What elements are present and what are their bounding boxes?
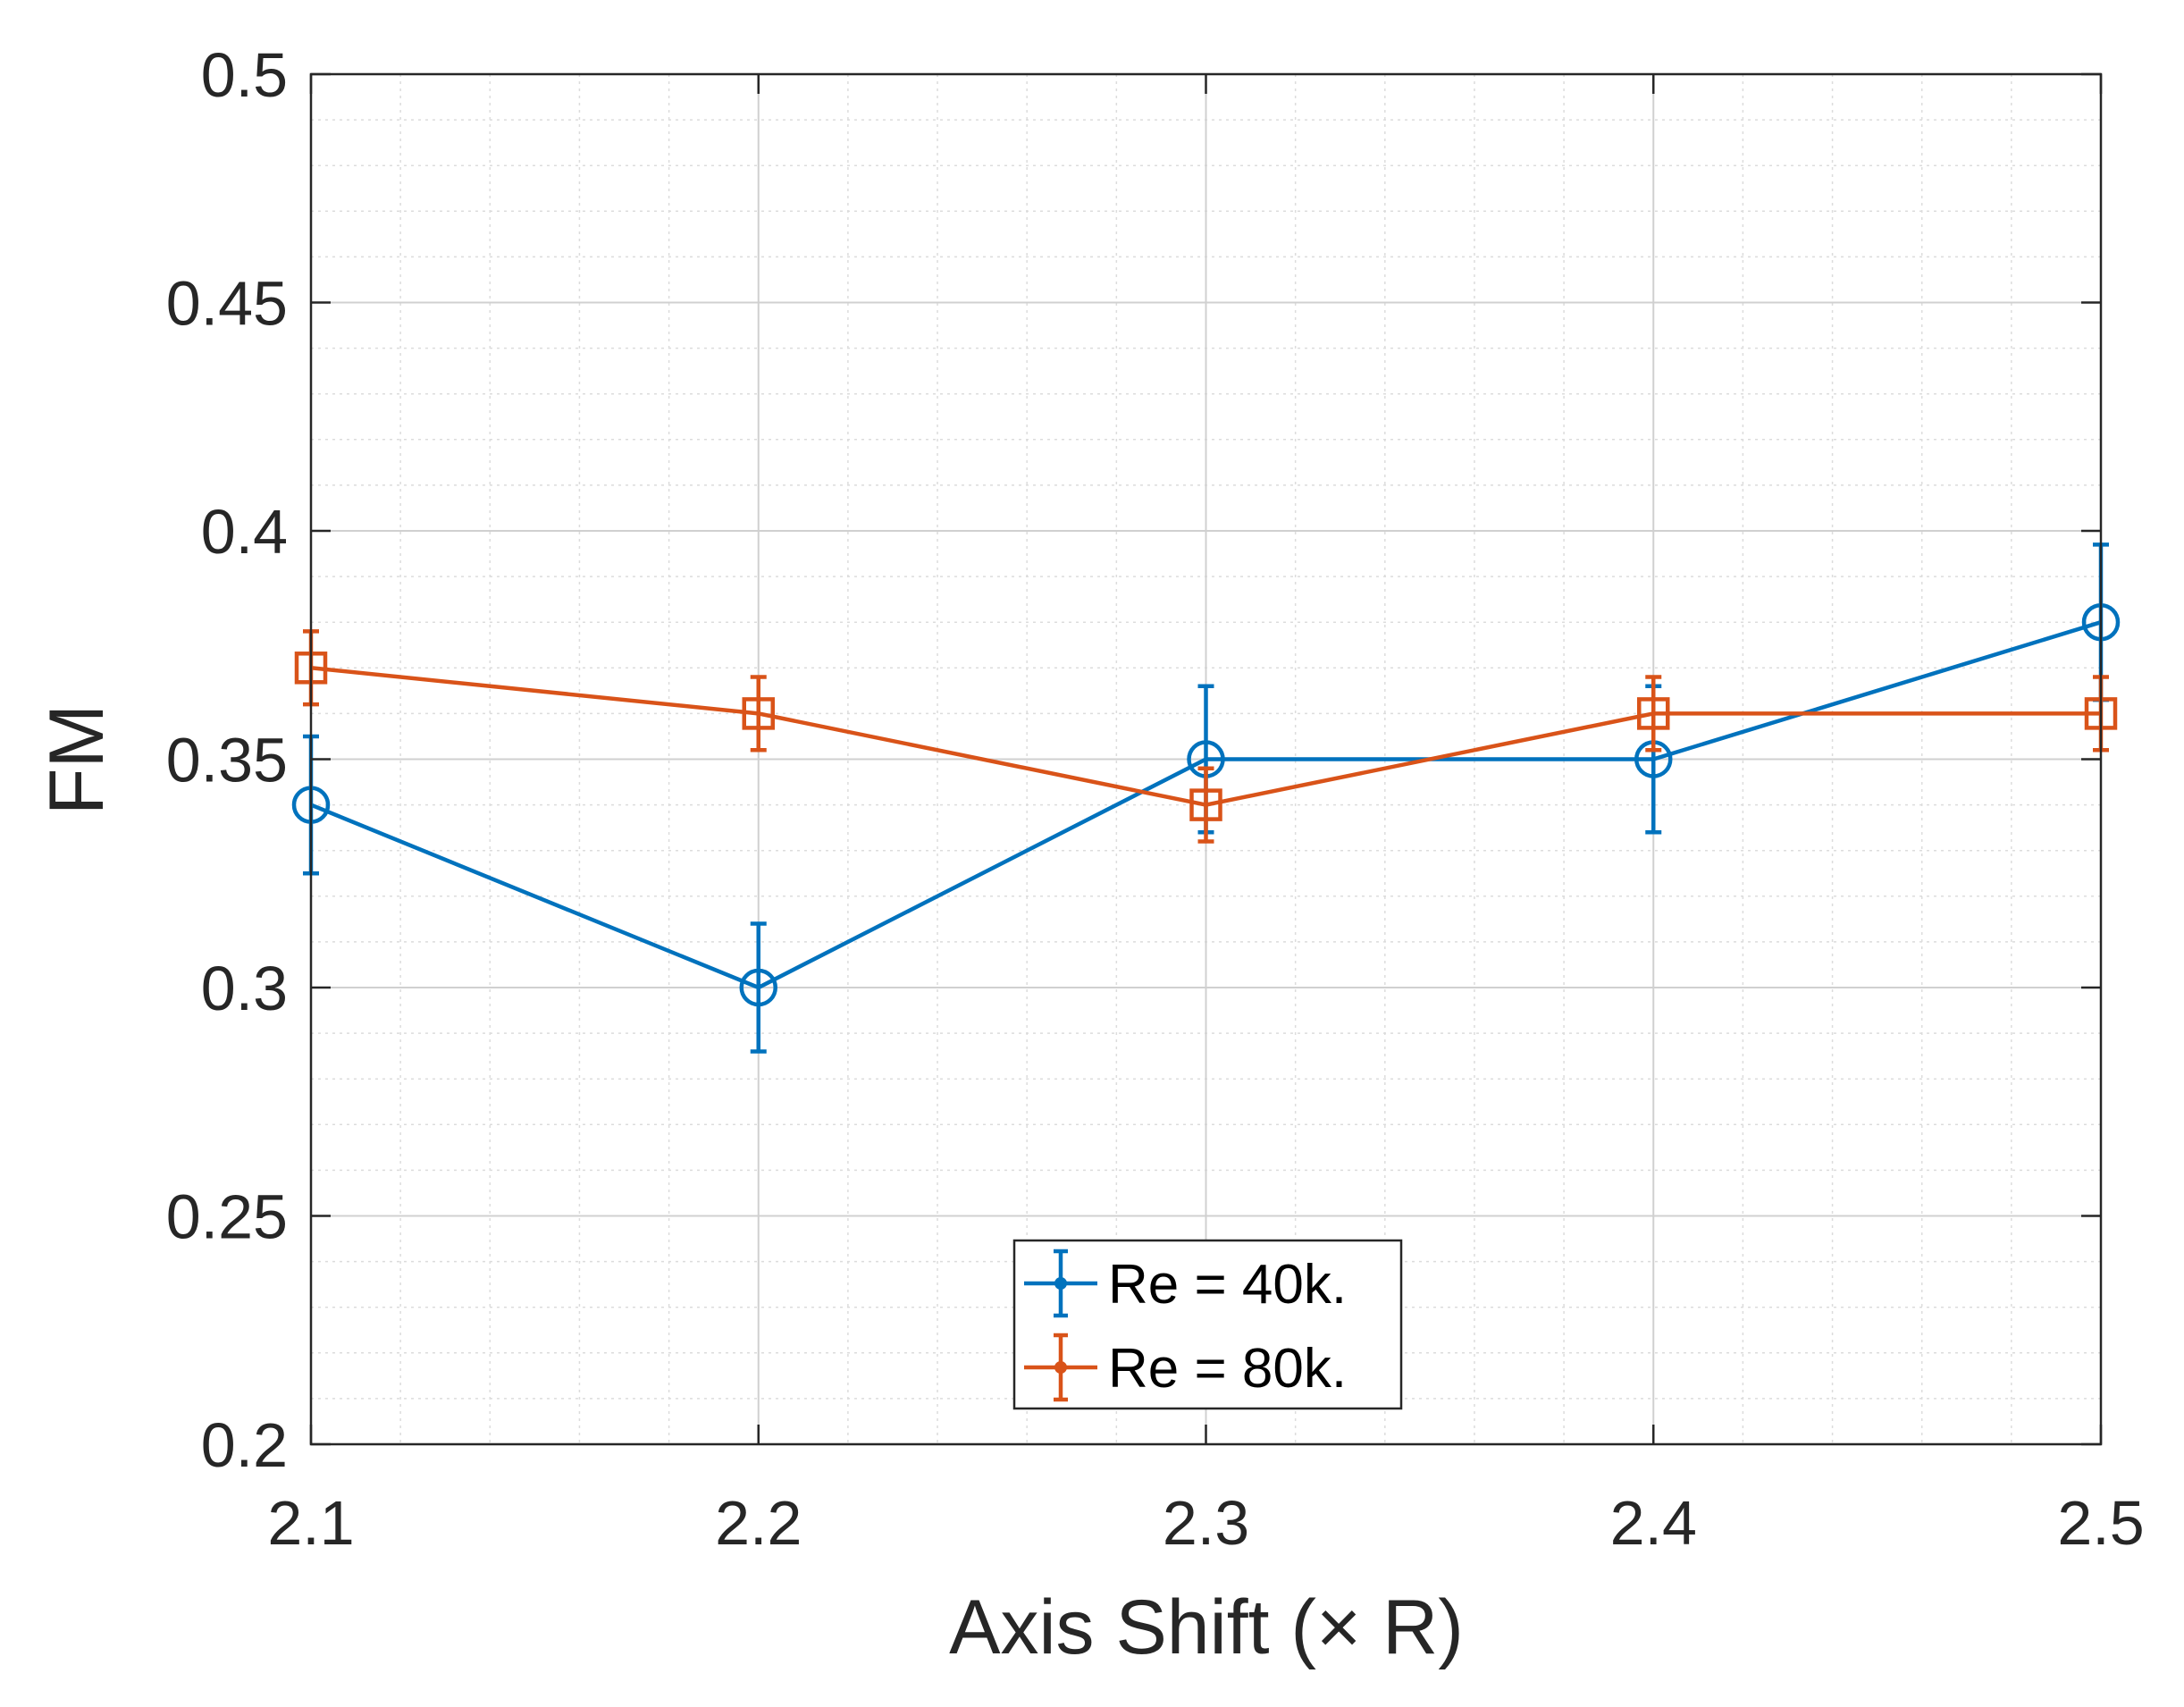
data-point-square — [1189, 788, 1222, 821]
x-tick-label: 2.5 — [2057, 1488, 2144, 1558]
y-tick-label: 0.5 — [201, 40, 288, 110]
data-point-square — [742, 697, 775, 730]
y-tick-label: 0.4 — [201, 497, 288, 567]
x-tick-label: 2.1 — [267, 1488, 354, 1558]
data-point-circle — [739, 968, 777, 1007]
x-tick-label: 2.4 — [1610, 1488, 1697, 1558]
x-tick-label: 2.3 — [1163, 1488, 1249, 1558]
y-tick-label: 0.35 — [166, 726, 288, 795]
legend-marker — [1054, 1277, 1067, 1290]
y-tick-labels: 0.2 0.25 0.3 0.35 0.4 0.45 0.5 — [166, 40, 288, 1480]
legend-entry-1: Re = 40k. — [1024, 1249, 1347, 1318]
y-tick-label: 0.25 — [166, 1182, 288, 1252]
y-axis-label: FM — [34, 704, 120, 815]
legend-marker — [1054, 1361, 1067, 1374]
legend-entry-2: Re = 80k. — [1024, 1333, 1347, 1402]
x-axis-label: Axis Shift (× R) — [949, 1585, 1464, 1670]
data-point-square — [1637, 697, 1670, 730]
y-tick-label: 0.2 — [201, 1410, 288, 1480]
y-tick-label: 0.3 — [201, 954, 288, 1023]
legend-label: Re = 40k. — [1108, 1254, 1347, 1316]
legend-entries: Re = 40k. Re = 80k. — [1024, 1249, 1347, 1402]
ticks — [309, 72, 2103, 1446]
y-tick-label: 0.45 — [166, 269, 288, 339]
legend-label: Re = 80k. — [1108, 1338, 1347, 1400]
legend: Re = 40k. Re = 80k. — [1012, 1239, 1403, 1410]
x-tick-label: 2.2 — [715, 1488, 802, 1558]
x-tick-labels: 2.1 2.2 2.3 2.4 2.5 — [267, 1488, 2144, 1558]
legend-box — [1012, 1239, 1403, 1410]
